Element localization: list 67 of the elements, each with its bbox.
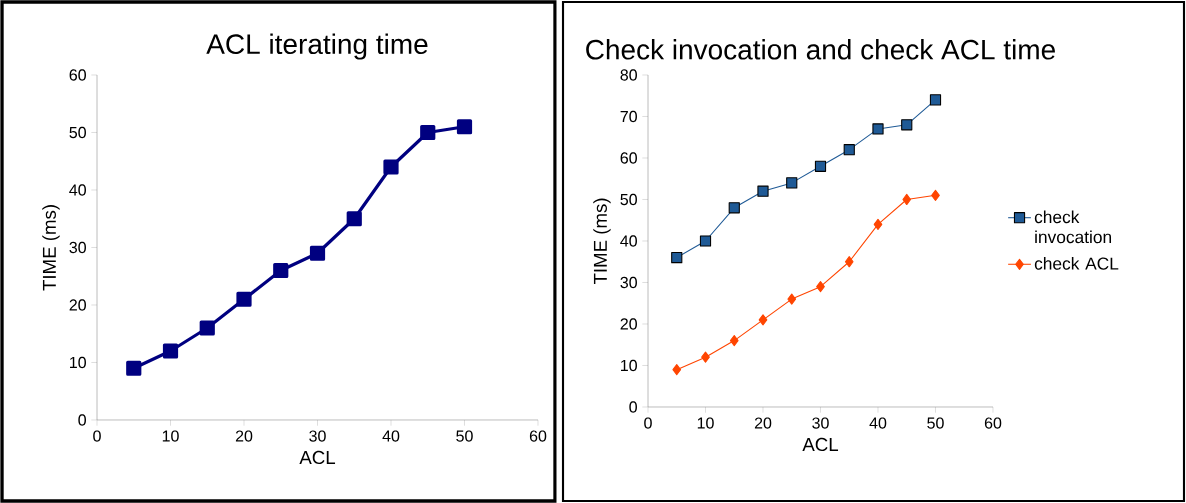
- point: [902, 193, 912, 206]
- point: [701, 351, 710, 363]
- x-tick-label: 20: [235, 430, 253, 442]
- point: [816, 281, 825, 293]
- y-tick-label: 10: [70, 356, 86, 369]
- x-tick-label: 40: [869, 417, 887, 429]
- y-tick-label: 70: [620, 110, 637, 123]
- y-tick-label: 20: [69, 299, 86, 311]
- point: [758, 314, 768, 326]
- point: [383, 159, 399, 175]
- x-tick-label: 50: [927, 417, 944, 429]
- y-tick-label: 0: [629, 401, 637, 413]
- x-tick-label: 60: [984, 417, 1002, 429]
- point: [757, 185, 769, 197]
- point: [814, 160, 827, 172]
- x-tick-label: 0: [93, 430, 101, 442]
- point: [728, 202, 740, 214]
- y-tick-label: 30: [69, 241, 86, 254]
- x-tick-label: 40: [382, 430, 400, 442]
- y-axis-title: TIME (ms): [593, 198, 611, 285]
- point: [420, 124, 436, 141]
- y-tick-label: 30: [620, 276, 637, 289]
- point: [699, 235, 712, 247]
- point: [872, 123, 884, 135]
- point: [873, 218, 883, 230]
- y-tick-label: 10: [621, 359, 637, 372]
- x-tick-label: 60: [529, 430, 547, 442]
- point: [456, 119, 473, 135]
- point: [199, 320, 215, 336]
- x-tick-label: 10: [162, 430, 179, 442]
- y-tick-label: 80: [620, 69, 637, 81]
- chart-title: Check invocation and check ACL time: [586, 39, 1055, 60]
- x-tick-label: 30: [812, 417, 829, 429]
- point: [787, 293, 797, 305]
- point: [843, 144, 855, 156]
- x-tick-label: 50: [456, 430, 473, 442]
- point: [236, 291, 252, 307]
- point: [309, 245, 326, 261]
- x-tick-label: 0: [644, 417, 652, 429]
- point: [929, 94, 942, 106]
- point: [786, 177, 798, 189]
- point: [672, 364, 682, 376]
- y-axis-title: TIME (ms): [42, 205, 60, 291]
- point: [729, 334, 739, 347]
- x-tick-label: 10: [697, 417, 714, 429]
- point: [346, 211, 362, 227]
- legend-label: check ACL: [1034, 256, 1119, 270]
- x-tick-label: 30: [309, 430, 326, 442]
- y-tick-label: 60: [69, 69, 86, 81]
- point: [671, 251, 683, 264]
- x-tick-label: 20: [754, 417, 772, 429]
- chart-title: ACL iterating time: [206, 33, 428, 60]
- y-tick-label: 40: [69, 184, 86, 196]
- x-axis-title: ACL: [802, 437, 839, 452]
- y-tick-label: 60: [620, 152, 637, 164]
- point: [844, 256, 854, 268]
- point: [901, 119, 913, 131]
- point: [162, 343, 179, 359]
- legend-label: check invocation: [1034, 210, 1112, 244]
- point: [126, 360, 142, 376]
- point: [273, 262, 289, 279]
- x-axis-title: ACL: [299, 450, 336, 465]
- y-tick-label: 50: [620, 193, 637, 206]
- point: [931, 189, 940, 201]
- y-tick-label: 50: [69, 126, 86, 139]
- y-tick-label: 20: [620, 318, 637, 330]
- y-tick-label: 40: [620, 235, 637, 247]
